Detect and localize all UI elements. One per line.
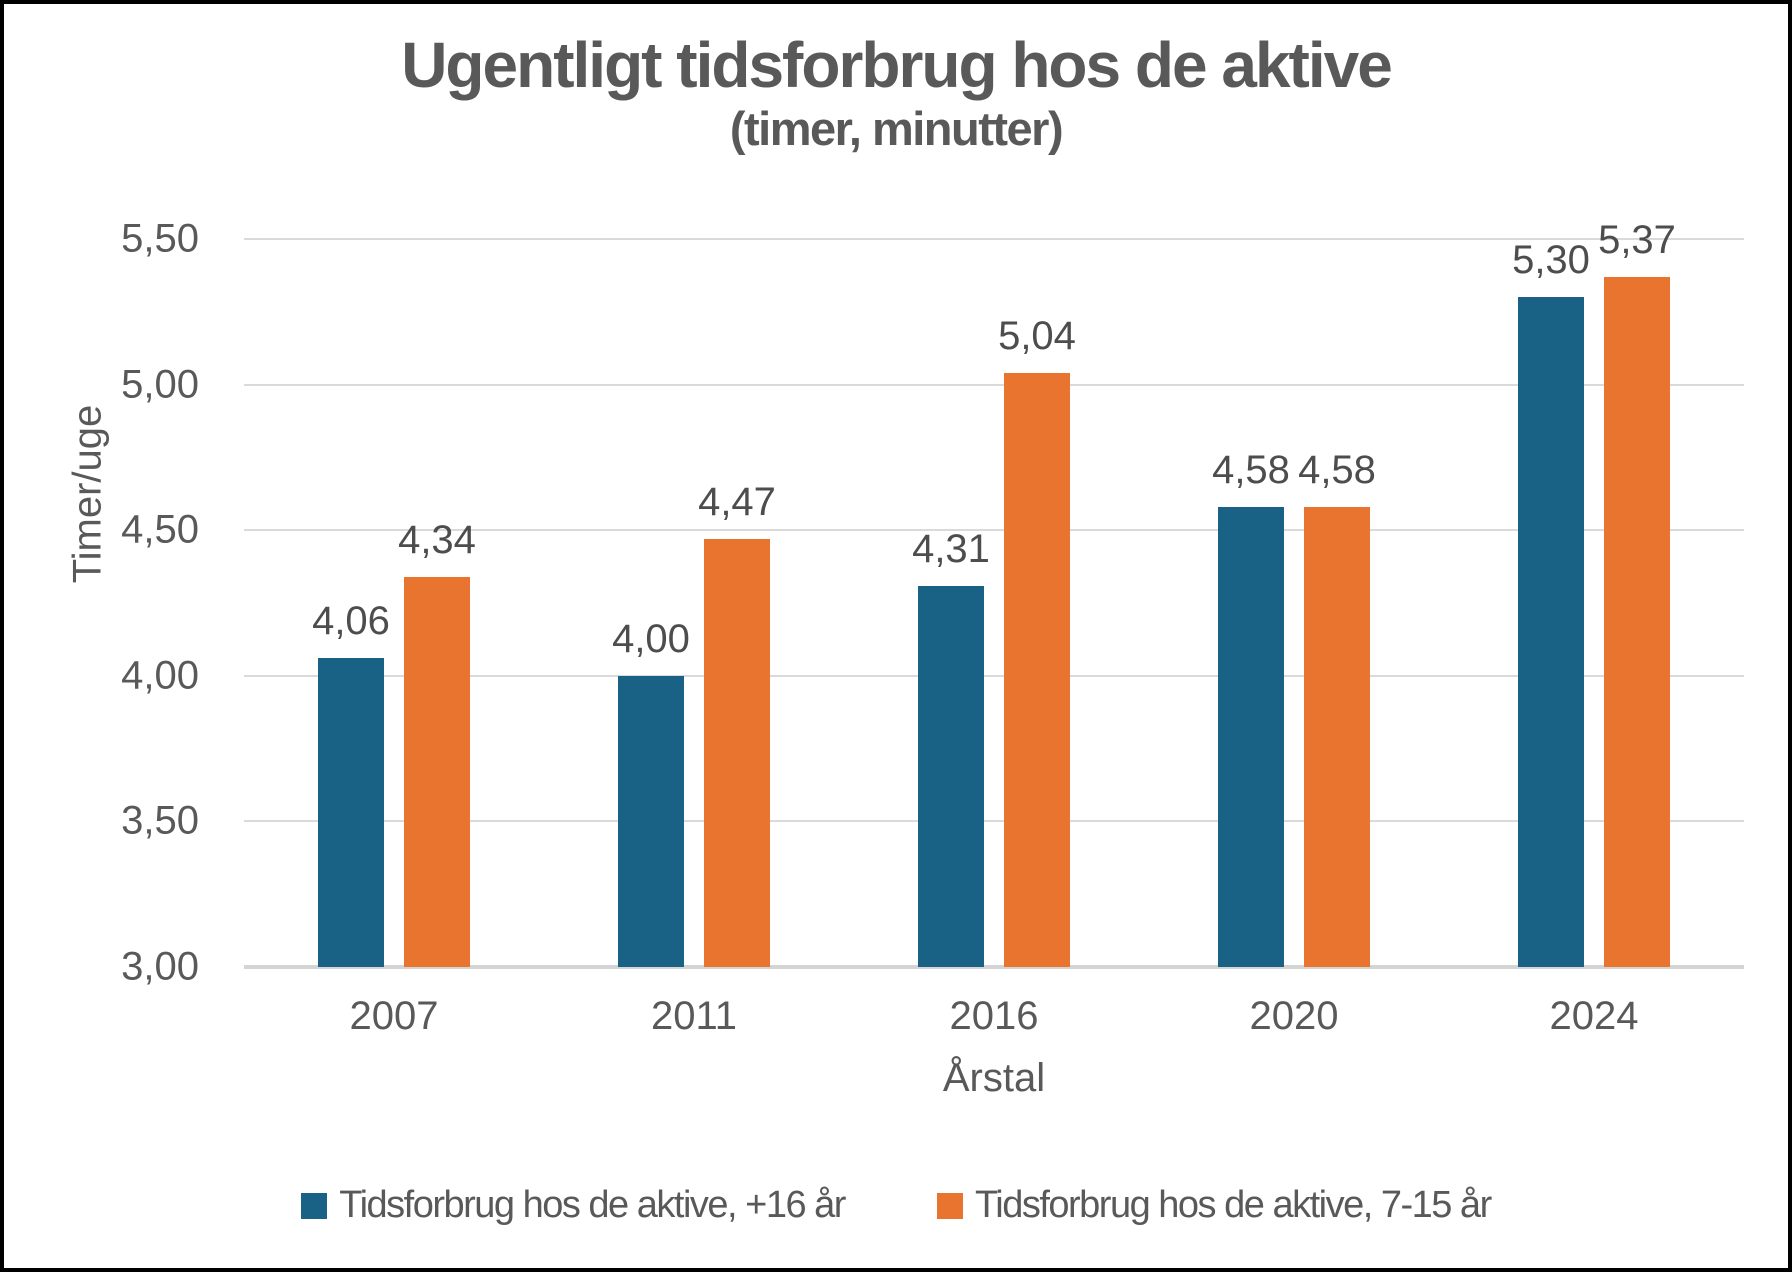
bar-value-label: 4,58 — [1212, 447, 1290, 492]
gridline — [244, 238, 1744, 240]
gridline — [244, 383, 1744, 386]
chart-title: Ugentligt tidsforbrug hos de aktive — [401, 29, 1393, 101]
x-axis-baseline — [244, 965, 1744, 969]
chart-subtitle: (timer, minutter) — [729, 102, 1064, 156]
bar: 5,30 — [1512, 238, 1590, 967]
bar-value-label: 4,47 — [698, 479, 776, 524]
legend-swatch — [936, 1192, 963, 1219]
x-axis-tick-labels: 2007 2011 2016 2020 2024 — [244, 994, 1744, 1039]
x-tick-label: 2020 — [1249, 994, 1339, 1038]
plot-area: 4,06 4,34 4,00 4,47 4,31 5,04 4,58 4,58 5,30 5,37 — [244, 218, 1744, 969]
legend-item: Tidsforbrug hos de aktive, +16 år — [301, 1184, 846, 1227]
y-tick-label: 4,00 — [121, 653, 199, 698]
bar: 4,00 — [612, 617, 690, 967]
bar: 4,06 — [312, 599, 390, 967]
bar-group-2020: 4,58 4,58 — [1144, 239, 1444, 967]
x-tick-label: 2007 — [349, 994, 439, 1038]
bar-value-label: 4,31 — [912, 526, 990, 571]
bar-value-label: 4,58 — [1298, 447, 1376, 492]
bar-value-label: 4,34 — [398, 517, 476, 562]
bar-group-2016: 4,31 5,04 — [844, 239, 1144, 967]
legend: Tidsforbrug hos de aktive, +16 år Tidsfor… — [4, 1184, 1788, 1227]
y-tick-label: 3,50 — [121, 798, 199, 843]
legend-label: Tidsforbrug hos de aktive, 7-15 år — [974, 1184, 1492, 1226]
bar-group-2024: 5,30 5,37 — [1444, 218, 1744, 967]
bar: 4,34 — [398, 518, 476, 967]
legend-swatch — [301, 1192, 328, 1219]
gridline — [244, 820, 1744, 823]
bar: 5,37 — [1598, 218, 1676, 967]
bar-value-label: 5,30 — [1512, 238, 1590, 283]
y-tick-label: 5,50 — [121, 216, 199, 261]
gridline — [244, 674, 1744, 677]
bar-groups: 4,06 4,34 4,00 4,47 4,31 5,04 4,58 4,58 5,30 5,37 — [244, 218, 1744, 967]
bar: 4,58 — [1212, 448, 1290, 967]
x-tick-label: 2016 — [949, 994, 1039, 1038]
y-axis-tick-labels: 3,00 3,50 4,00 4,50 5,00 5,50 — [4, 217, 204, 989]
bar-value-label: 5,37 — [1598, 217, 1676, 262]
bar: 4,47 — [698, 480, 776, 967]
legend-label: Tidsforbrug hos de aktive, +16 år — [339, 1184, 846, 1226]
bar-value-label: 4,06 — [312, 599, 390, 644]
bar-value-label: 4,00 — [612, 616, 690, 661]
x-tick-label: 2024 — [1549, 994, 1639, 1038]
bar-value-label: 5,04 — [998, 313, 1076, 358]
y-tick-label: 4,50 — [121, 507, 199, 552]
bar-group-2007: 4,06 4,34 — [244, 239, 544, 967]
x-axis-title: Årstal — [942, 1056, 1046, 1100]
gridline — [244, 529, 1744, 532]
bar-group-2011: 4,00 4,47 — [544, 239, 844, 967]
y-tick-label: 3,00 — [121, 944, 199, 989]
y-tick-label: 5,00 — [121, 362, 199, 407]
legend-item: Tidsforbrug hos de aktive, 7-15 år — [936, 1184, 1492, 1227]
x-tick-label: 2011 — [650, 994, 737, 1038]
bar: 4,31 — [912, 527, 990, 967]
bar: 4,58 — [1298, 448, 1376, 967]
bar: 5,04 — [998, 314, 1076, 967]
title-block: Ugentligt tidsforbrug hos de aktive (tim… — [4, 29, 1788, 156]
